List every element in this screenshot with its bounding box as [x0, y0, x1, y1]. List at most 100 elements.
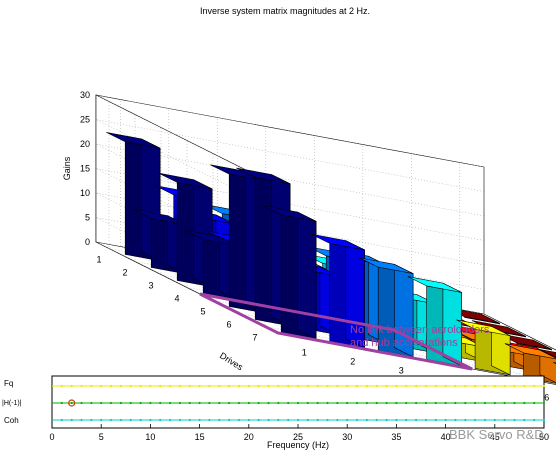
series-point [306, 401, 309, 405]
bar-face-top [359, 257, 414, 274]
series-point [80, 401, 83, 405]
series-point [503, 418, 506, 422]
series-point [198, 401, 201, 405]
series-point [385, 401, 388, 405]
series-point [454, 401, 457, 405]
series-point [523, 384, 526, 388]
bar[interactable] [407, 276, 462, 367]
series-point [355, 384, 359, 388]
series-point [228, 401, 231, 405]
series-point [277, 384, 280, 388]
z-tick-label: 5 [85, 213, 90, 223]
series-point [100, 384, 103, 388]
series-point [257, 401, 260, 405]
series-point [119, 401, 122, 405]
series-point [257, 418, 260, 422]
series-point [119, 384, 122, 388]
series-point [395, 401, 398, 405]
series-point [296, 384, 300, 388]
bar[interactable] [497, 333, 552, 351]
series-point [385, 418, 388, 422]
series-point [237, 418, 241, 422]
series-point [503, 384, 506, 388]
z-tick-label: 20 [80, 139, 90, 149]
series-point [483, 384, 487, 388]
series-point [247, 401, 250, 405]
series-point [513, 384, 516, 388]
series-point [296, 401, 300, 405]
series-point [60, 401, 63, 405]
x-tick-label: 15 [195, 432, 205, 442]
frequency-strip-plot[interactable]: 0 5 10 15 20 25 30 35 40 45 50 Frequency (Hz) Fq |… [2, 375, 549, 450]
series-point [326, 418, 329, 422]
series-point [405, 418, 408, 422]
x-tick-label: 50 [539, 432, 549, 442]
response-tick-label: 6 [544, 393, 549, 403]
x-tick-label: 45 [490, 432, 500, 442]
series-point [424, 418, 427, 422]
series-point [424, 401, 427, 405]
strip-legend-coh: Coh [4, 416, 19, 425]
strip-x-label: Frequency (Hz) [267, 440, 329, 450]
series-point [109, 401, 113, 405]
series-point [80, 418, 83, 422]
series-point [375, 401, 378, 405]
series-point [287, 418, 290, 422]
series-point [336, 401, 339, 405]
series-point [149, 401, 152, 405]
drive-tick-label: 3 [148, 281, 153, 291]
series-point [464, 401, 467, 405]
bar-face-top [310, 233, 365, 251]
series-point [90, 401, 93, 405]
series-point [208, 401, 211, 405]
bar[interactable] [456, 319, 511, 376]
bar-face-side [297, 211, 317, 340]
response-tick-label: 3 [399, 366, 404, 376]
series-point [149, 418, 152, 422]
x-tick-label: 10 [145, 432, 155, 442]
bar-face-top [158, 172, 213, 190]
strip-legend-fq: Fq [4, 379, 13, 388]
series-point [493, 401, 496, 405]
series-point [70, 384, 73, 388]
series-point [109, 418, 113, 422]
bar-face-top [236, 167, 291, 185]
series-point [70, 401, 73, 405]
drive-tick-label: 2 [122, 268, 127, 278]
series-point [247, 384, 250, 388]
strip-legend-h: |H(-1)| [2, 400, 22, 407]
series-point [277, 418, 280, 422]
series-point [483, 418, 487, 422]
series-point [415, 384, 418, 388]
series-point [454, 384, 457, 388]
series-point [346, 401, 349, 405]
x-tick-label: 30 [342, 432, 352, 442]
series-point [198, 418, 201, 422]
series-point [336, 384, 339, 388]
series-point [533, 418, 536, 422]
series-point [375, 384, 378, 388]
series-point [434, 384, 437, 388]
series-point [474, 401, 477, 405]
series-point [434, 401, 437, 405]
series-point [159, 401, 162, 405]
series-point [326, 384, 329, 388]
series-point [405, 384, 408, 388]
strip-x-ticks: 0 5 10 15 20 25 30 35 40 45 50 [49, 424, 549, 442]
x-tick-label: 35 [391, 432, 401, 442]
series-point [237, 401, 241, 405]
bar[interactable] [262, 205, 317, 340]
bar[interactable] [553, 362, 556, 393]
series-point [542, 401, 546, 405]
series-point [169, 384, 172, 388]
series-point [306, 384, 309, 388]
series-point [119, 418, 122, 422]
series-point [129, 384, 132, 388]
series-point [287, 384, 290, 388]
series-point [365, 384, 368, 388]
no-link-annotation: No link between aeroloaders and hub acce… [199, 292, 490, 371]
series-point [365, 401, 368, 405]
series-point [296, 418, 300, 422]
series-point [493, 418, 496, 422]
series-point [346, 418, 349, 422]
